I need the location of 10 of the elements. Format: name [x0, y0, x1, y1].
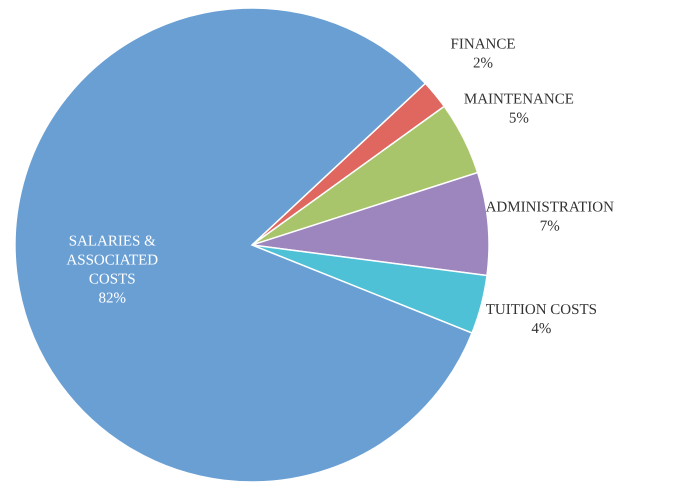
slice-label: MAINTENANCE [464, 92, 574, 108]
data-label: 4% [531, 321, 552, 338]
slice-label: TUITION COSTS [486, 302, 597, 318]
data-label: 82% [98, 291, 126, 308]
data-label: 7% [540, 218, 560, 235]
slice-label: SALARIES & ASSOCIATED COSTS [66, 234, 158, 288]
data-label: 2% [473, 56, 494, 72]
slice-label: FINANCE [450, 37, 516, 54]
slice-label: ADMINISTRATION [486, 200, 614, 216]
data-label: 5% [508, 111, 529, 128]
